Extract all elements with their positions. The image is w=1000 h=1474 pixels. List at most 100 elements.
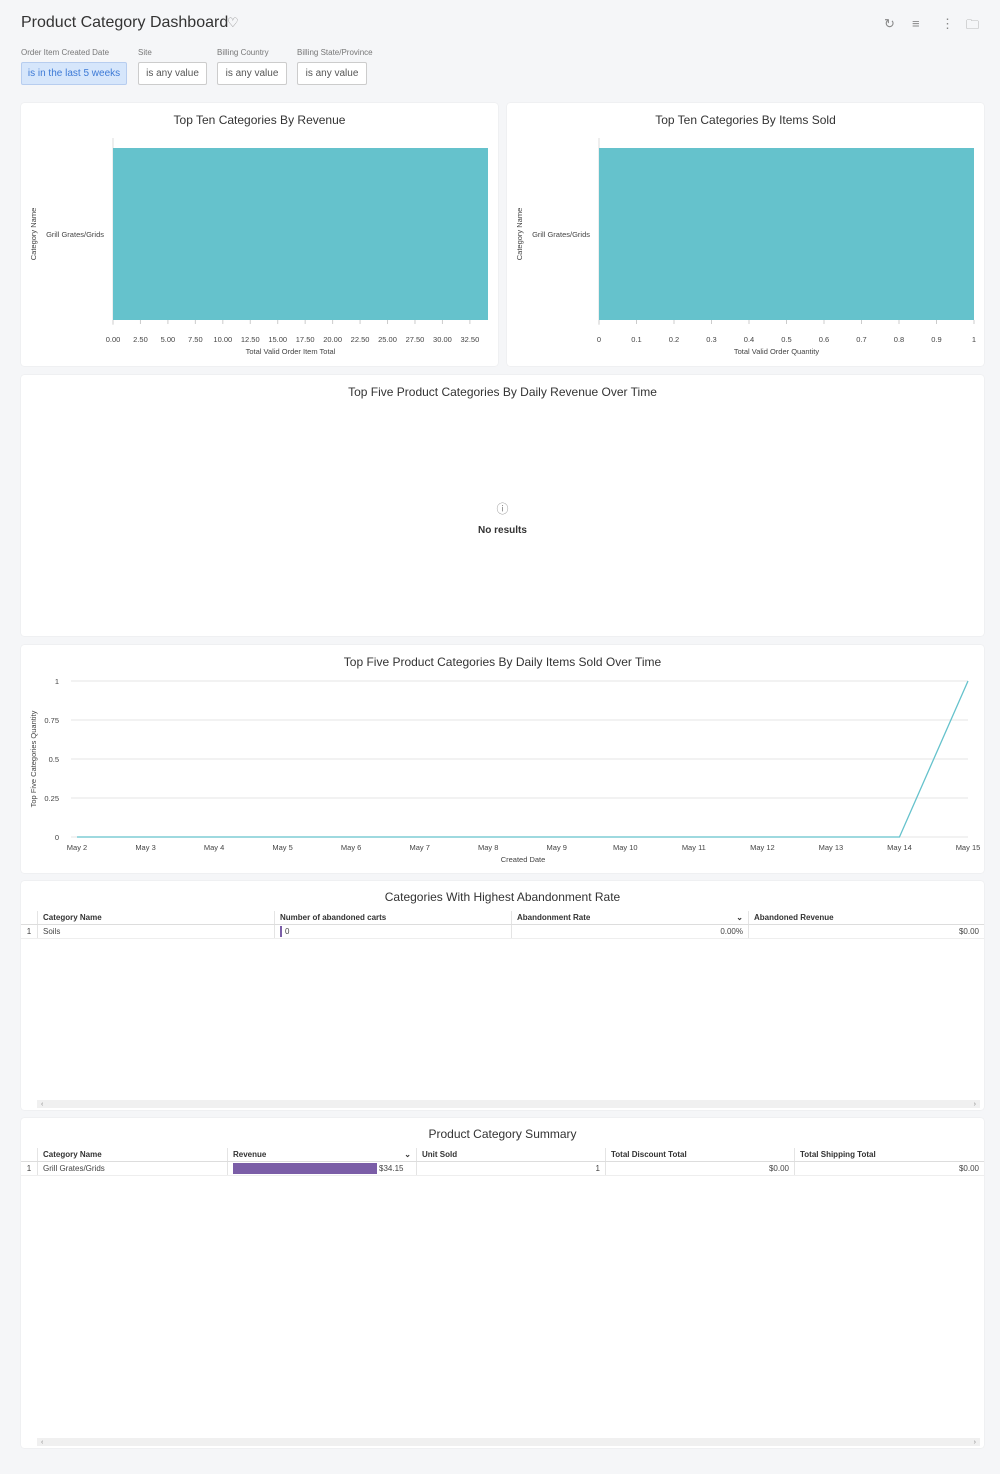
x-tick-label: May 2	[67, 843, 87, 852]
column-header[interactable]: Category Name	[37, 1148, 227, 1161]
data-bar	[233, 1163, 377, 1174]
x-tick-label: 10.00	[213, 335, 232, 344]
column-header[interactable]: Category Name	[37, 911, 274, 924]
horizontal-scrollbar[interactable]: ‹ ›	[37, 1100, 980, 1108]
chart-title: Top Ten Categories By Revenue	[173, 113, 346, 127]
row-number: 1	[26, 927, 32, 936]
x-tick-label: 0.1	[631, 335, 641, 344]
items-bar-chart: 0 0.1 0.2 0.3 0.4 0.5 0.6 0.7 0.8 0.9 1 Grill Grate…	[515, 138, 976, 356]
info-icon: ⓘ	[496, 502, 509, 516]
y-category-label: Grill Grates/Grids	[46, 230, 104, 239]
folder-icon[interactable]: 🗀	[966, 17, 980, 32]
x-tick-label: May 8	[478, 843, 498, 852]
x-tick-label: 7.50	[188, 335, 203, 344]
items-over-time-card: Top Five Product Categories By Daily Ite…	[21, 645, 984, 873]
page-title: Product Category Dashboard	[21, 14, 229, 31]
x-tick-label: 0.00	[106, 335, 121, 344]
items-line-chart: 0 0.25 0.5 0.75 1 May 2 May 3 May 4 May 5 May 6 Ma…	[29, 677, 981, 864]
x-tick-label: 25.00	[378, 335, 397, 344]
filter-label: Billing Country	[217, 48, 269, 57]
filter-icon[interactable]: ≡	[912, 16, 920, 31]
cell: Soils	[37, 925, 274, 938]
x-tick-label: 0.9	[931, 335, 941, 344]
table-header: Category Name Revenue ⌄ Unit Sold Total D…	[21, 1148, 984, 1162]
chart-title: Top Five Product Categories By Daily Rev…	[348, 385, 657, 399]
sort-chevron-icon: ⌄	[404, 1150, 411, 1159]
cell: Grill Grates/Grids	[37, 1162, 227, 1175]
items-bar-card: Top Ten Categories By Items Sold 0 0.1 0.2…	[507, 103, 984, 366]
column-label: Abandonment Rate	[517, 913, 591, 922]
bar	[113, 148, 488, 320]
x-tick-label: 0.5	[781, 335, 791, 344]
revenue-bar-chart: 0.00 2.50 5.00 7.50 10.00 12.50 15.00 17.50 20.0…	[29, 138, 488, 356]
x-tick-label: 2.50	[133, 335, 148, 344]
y-tick-label: 0	[55, 833, 59, 842]
x-tick-label: 0.7	[856, 335, 866, 344]
filter-billing-country[interactable]: is any value	[217, 62, 287, 85]
y-category-label: Grill Grates/Grids	[532, 230, 590, 239]
table-title: Product Category Summary	[428, 1127, 577, 1141]
x-axis-title: Created Date	[501, 855, 546, 864]
x-tick-label: 27.50	[406, 335, 425, 344]
cell: $0.00	[605, 1162, 794, 1175]
x-tick-label: 0.6	[819, 335, 829, 344]
filter-created-date[interactable]: is in the last 5 weeks	[21, 62, 127, 85]
y-tick-label: 1	[55, 677, 59, 686]
x-tick-label: May 11	[682, 843, 706, 852]
x-tick-label: 32.50	[460, 335, 479, 344]
cell-value: $34.15	[379, 1164, 404, 1173]
x-tick-label: May 13	[819, 843, 844, 852]
revenue-bar-card: Top Ten Categories By Revenue 0.00 2.50 5.…	[21, 103, 498, 366]
filter-label: Site	[138, 48, 152, 57]
column-header[interactable]: Total Shipping Total	[794, 1148, 984, 1161]
filter-billing-state[interactable]: is any value	[297, 62, 367, 85]
x-tick-label: 0.3	[706, 335, 716, 344]
x-tick-label: May 6	[341, 843, 361, 852]
horizontal-scrollbar[interactable]: ‹ ›	[37, 1438, 980, 1446]
y-axis-title: Top Five Categories Quantity	[29, 710, 38, 807]
abandonment-card: Categories With Highest Abandonment Rate…	[21, 881, 984, 1110]
x-tick-label: 0	[597, 335, 601, 344]
no-results-message: No results	[478, 525, 527, 536]
table-header: Category Name Number of abandoned carts …	[21, 911, 984, 925]
x-tick-label: 15.00	[268, 335, 287, 344]
heart-icon[interactable]: ♡	[227, 15, 239, 30]
bar	[599, 148, 974, 320]
x-tick-label: May 15	[956, 843, 981, 852]
column-header[interactable]: Number of abandoned carts	[274, 911, 511, 924]
column-label: Revenue	[233, 1150, 267, 1159]
table-row: 1 Soils 0 0.00% $0.00	[21, 925, 984, 939]
chart-title: Top Ten Categories By Items Sold	[655, 113, 836, 127]
x-tick-label: 17.50	[296, 335, 315, 344]
x-tick-label: May 7	[409, 843, 429, 852]
summary-table: Category Name Revenue ⌄ Unit Sold Total D…	[21, 1148, 984, 1176]
column-header[interactable]: Total Discount Total	[605, 1148, 794, 1161]
column-header[interactable]: Abandoned Revenue	[748, 911, 984, 924]
column-header-sorted[interactable]: Revenue ⌄	[227, 1148, 416, 1161]
sort-chevron-icon: ⌄	[736, 913, 743, 922]
filter-site[interactable]: is any value	[138, 62, 207, 85]
cell: $34.15	[227, 1162, 416, 1175]
x-tick-label: 5.00	[161, 335, 176, 344]
cell: $0.00	[794, 1162, 984, 1175]
cell: 0	[274, 925, 511, 938]
x-tick-label: 0.8	[894, 335, 904, 344]
series-line	[77, 680, 969, 838]
x-tick-label: 0.2	[669, 335, 679, 344]
x-tick-label: May 10	[613, 843, 638, 852]
refresh-icon[interactable]: ↻	[884, 16, 895, 31]
chart-title: Top Five Product Categories By Daily Ite…	[343, 655, 662, 669]
x-tick-label: 12.50	[241, 335, 260, 344]
x-tick-label: 30.00	[433, 335, 452, 344]
more-icon[interactable]: ⋮	[941, 16, 954, 31]
y-tick-label: 0.5	[49, 755, 59, 764]
y-axis-title: Category Name	[29, 208, 38, 261]
x-tick-label: 0.4	[744, 335, 754, 344]
table-title: Categories With Highest Abandonment Rate	[384, 890, 621, 904]
x-tick-label: May 9	[547, 843, 567, 852]
column-header-sorted[interactable]: Abandonment Rate ⌄	[511, 911, 748, 924]
abandonment-table: Category Name Number of abandoned carts …	[21, 911, 984, 939]
cell: $0.00	[748, 925, 984, 938]
x-tick-label: May 4	[204, 843, 224, 852]
column-header[interactable]: Unit Sold	[416, 1148, 605, 1161]
